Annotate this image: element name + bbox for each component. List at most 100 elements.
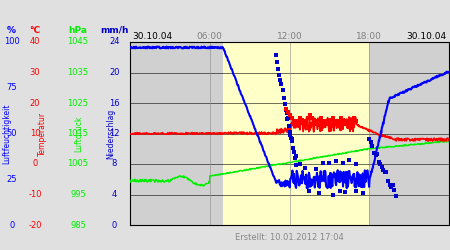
Point xyxy=(278,82,285,86)
Text: Erstellt: 10.01.2012 17:04: Erstellt: 10.01.2012 17:04 xyxy=(235,233,344,242)
Point xyxy=(384,179,392,183)
Point xyxy=(292,156,299,160)
Point xyxy=(273,53,280,57)
Point xyxy=(286,130,293,134)
Point xyxy=(333,159,340,163)
Point xyxy=(313,122,320,126)
Point xyxy=(325,122,333,126)
Point xyxy=(346,158,353,162)
Text: 985: 985 xyxy=(70,220,86,230)
Point xyxy=(292,162,300,166)
Text: hPa: hPa xyxy=(68,26,87,35)
Point xyxy=(342,122,349,126)
Point xyxy=(381,170,388,174)
Point xyxy=(297,116,304,120)
Text: 12:00: 12:00 xyxy=(277,32,302,41)
Point xyxy=(319,160,326,164)
Point xyxy=(370,152,378,156)
Point xyxy=(350,116,357,120)
Point xyxy=(328,118,335,122)
Point xyxy=(380,168,387,172)
Text: 06:00: 06:00 xyxy=(197,32,223,41)
Point xyxy=(375,160,382,164)
Point xyxy=(339,160,346,164)
Text: 50: 50 xyxy=(6,129,17,138)
Text: 1005: 1005 xyxy=(68,160,89,168)
Point xyxy=(289,146,297,150)
Text: 0: 0 xyxy=(32,160,38,168)
Text: Luftdruck: Luftdruck xyxy=(74,115,83,152)
Text: 995: 995 xyxy=(70,190,86,199)
Point xyxy=(344,119,351,123)
Point xyxy=(281,102,288,106)
Point xyxy=(337,189,344,193)
Point xyxy=(311,119,318,123)
Point xyxy=(319,119,326,123)
Point xyxy=(290,150,297,154)
Point xyxy=(359,191,366,195)
Point xyxy=(307,113,314,117)
Point xyxy=(366,137,373,141)
Point xyxy=(297,162,304,166)
Point xyxy=(286,133,293,137)
Text: 12: 12 xyxy=(109,129,120,138)
Point xyxy=(315,119,322,123)
Point xyxy=(377,162,384,166)
Point xyxy=(282,107,289,111)
Point xyxy=(292,154,300,158)
Point xyxy=(336,119,343,123)
Point xyxy=(288,139,296,143)
Text: 30.10.04: 30.10.04 xyxy=(407,32,447,41)
Text: -10: -10 xyxy=(28,190,42,199)
Point xyxy=(288,116,295,120)
Text: 25: 25 xyxy=(6,175,17,184)
Text: 75: 75 xyxy=(6,83,17,92)
Point xyxy=(280,96,287,100)
Text: 100: 100 xyxy=(4,38,20,46)
Text: Luftfeuchtigkeit: Luftfeuchtigkeit xyxy=(2,103,11,164)
Point xyxy=(292,121,299,125)
Point xyxy=(374,152,381,156)
Point xyxy=(392,194,400,198)
Point xyxy=(279,88,286,92)
Point xyxy=(285,124,292,128)
Text: 20: 20 xyxy=(109,68,120,77)
Point xyxy=(303,119,310,123)
Point xyxy=(286,113,293,117)
Bar xyxy=(223,42,369,225)
Point xyxy=(317,116,324,120)
Point xyxy=(326,161,333,165)
Point xyxy=(330,192,337,196)
Point xyxy=(391,188,398,192)
Point xyxy=(352,162,360,166)
Point xyxy=(312,167,319,171)
Point xyxy=(305,116,312,120)
Text: 8: 8 xyxy=(112,160,117,168)
Text: 24: 24 xyxy=(109,38,120,46)
Text: 20: 20 xyxy=(30,98,40,108)
Point xyxy=(283,111,290,115)
Text: 18:00: 18:00 xyxy=(356,32,382,41)
Text: 0: 0 xyxy=(112,220,117,230)
Point xyxy=(294,119,302,123)
Text: Temperatur: Temperatur xyxy=(38,112,47,156)
Text: -20: -20 xyxy=(28,220,42,230)
Point xyxy=(352,119,360,123)
Text: 10: 10 xyxy=(30,129,40,138)
Text: 1035: 1035 xyxy=(68,68,89,77)
Point xyxy=(321,121,328,125)
Text: 30.10.04: 30.10.04 xyxy=(132,32,172,41)
Point xyxy=(338,116,345,120)
Point xyxy=(332,119,339,123)
Point xyxy=(386,183,393,187)
Text: 30: 30 xyxy=(30,68,40,77)
Point xyxy=(284,116,291,120)
Point xyxy=(378,165,385,169)
Point xyxy=(342,190,349,194)
Point xyxy=(298,118,306,122)
Point xyxy=(302,166,309,170)
Text: 1015: 1015 xyxy=(68,129,89,138)
Point xyxy=(306,189,313,193)
Text: mm/h: mm/h xyxy=(100,26,129,35)
Point xyxy=(274,60,281,64)
